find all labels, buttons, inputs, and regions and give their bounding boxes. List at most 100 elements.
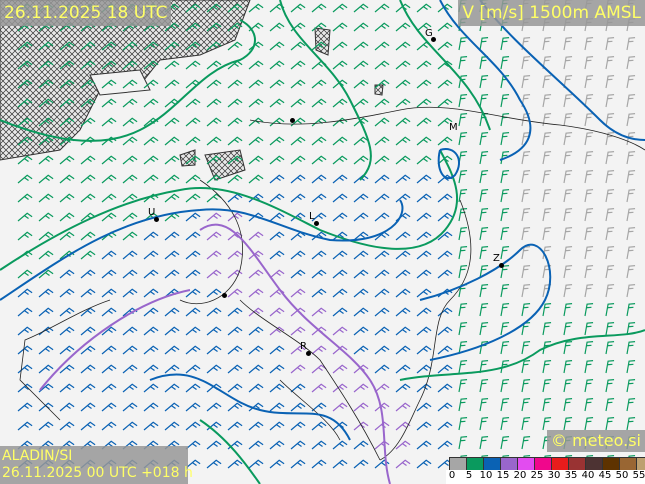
wind-barb xyxy=(185,326,201,336)
wind-barb xyxy=(248,326,264,336)
wind-barb xyxy=(479,360,489,374)
wind-barb xyxy=(563,322,573,336)
city-marker xyxy=(154,217,159,222)
wind-barb xyxy=(542,75,552,89)
wind-barb xyxy=(143,326,159,336)
wind-barb xyxy=(269,136,285,146)
wind-barb xyxy=(290,41,306,51)
wind-barb xyxy=(500,170,510,184)
wind-barb xyxy=(122,155,138,165)
wind-barb xyxy=(353,22,369,32)
wind-barb xyxy=(101,98,117,108)
wind-barb xyxy=(584,227,594,241)
wind-barb xyxy=(437,193,453,203)
wind-barb xyxy=(542,246,552,260)
wind-barb xyxy=(164,326,180,336)
wind-barb xyxy=(563,417,573,431)
wind-barb xyxy=(605,189,615,203)
wind-barb xyxy=(185,288,201,298)
wind-barb xyxy=(311,41,327,51)
wind-barb xyxy=(248,459,264,469)
wind-barb xyxy=(143,269,159,279)
wind-barb xyxy=(185,212,201,222)
wind-barb xyxy=(395,60,411,70)
wind-barb xyxy=(626,56,636,70)
wind-barb xyxy=(59,231,75,241)
wind-barb xyxy=(374,60,390,70)
wind-barb xyxy=(38,155,54,165)
city-marker xyxy=(499,263,504,268)
wind-barb xyxy=(458,189,468,203)
wind-barb xyxy=(395,193,411,203)
wind-barb xyxy=(143,136,159,146)
wind-barb xyxy=(311,288,327,298)
wind-barb xyxy=(479,284,489,298)
wind-barb xyxy=(563,75,573,89)
wind-barb xyxy=(353,288,369,298)
city-label-l: L xyxy=(309,211,315,222)
legend-tick-label: 30 xyxy=(547,470,561,481)
wind-barb xyxy=(185,421,201,431)
wind-barb xyxy=(248,193,264,203)
wind-barb xyxy=(122,98,138,108)
wind-barb xyxy=(269,174,285,184)
wind-barb xyxy=(416,421,432,431)
wind-barb xyxy=(584,341,594,355)
wind-barb xyxy=(311,345,327,355)
wind-barb xyxy=(437,421,453,431)
wind-barb xyxy=(248,250,264,260)
wind-barb xyxy=(395,98,411,108)
wind-barb xyxy=(59,383,75,393)
city-label-r: R xyxy=(300,341,307,352)
wind-barb xyxy=(416,269,432,279)
wind-barb xyxy=(374,98,390,108)
wind-barb xyxy=(38,136,54,146)
wind-barb xyxy=(80,250,96,260)
wind-barb xyxy=(584,113,594,127)
wind-barb xyxy=(437,98,453,108)
wind-barb xyxy=(122,117,138,127)
wind-barb xyxy=(458,265,468,279)
wind-barb xyxy=(248,307,264,317)
wind-barb xyxy=(122,212,138,222)
wind-barb xyxy=(563,398,573,412)
wind-barb xyxy=(101,79,117,89)
wind-barb xyxy=(584,208,594,222)
wind-barb xyxy=(416,364,432,374)
wind-barb xyxy=(227,155,243,165)
wind-barb xyxy=(332,402,348,412)
wind-barb xyxy=(248,60,264,70)
wind-barb xyxy=(521,341,531,355)
wind-barb xyxy=(521,227,531,241)
wind-barb xyxy=(269,212,285,222)
wind-barb xyxy=(542,37,552,51)
wind-barb xyxy=(59,402,75,412)
wind-barb xyxy=(38,421,54,431)
wind-barb xyxy=(269,155,285,165)
wind-barb xyxy=(269,307,285,317)
wind-barb xyxy=(437,212,453,222)
wind-barb xyxy=(17,41,33,51)
wind-barb xyxy=(437,136,453,146)
wind-barb xyxy=(206,117,222,127)
wind-barb xyxy=(479,265,489,279)
wind-barb xyxy=(500,189,510,203)
wind-barb xyxy=(248,421,264,431)
wind-barb xyxy=(269,383,285,393)
wind-barb xyxy=(374,79,390,89)
wind-barb xyxy=(311,22,327,32)
wind-barb xyxy=(248,440,264,450)
wind-barb xyxy=(269,22,285,32)
wind-barb xyxy=(80,79,96,89)
wind-barb xyxy=(206,193,222,203)
wind-barb xyxy=(290,345,306,355)
wind-barb xyxy=(416,98,432,108)
legend-swatch xyxy=(450,458,467,470)
wind-barb xyxy=(269,60,285,70)
wind-barb xyxy=(227,3,243,13)
wind-barb xyxy=(17,98,33,108)
wind-barb xyxy=(143,98,159,108)
wind-barb xyxy=(80,193,96,203)
wind-barb xyxy=(143,41,159,51)
